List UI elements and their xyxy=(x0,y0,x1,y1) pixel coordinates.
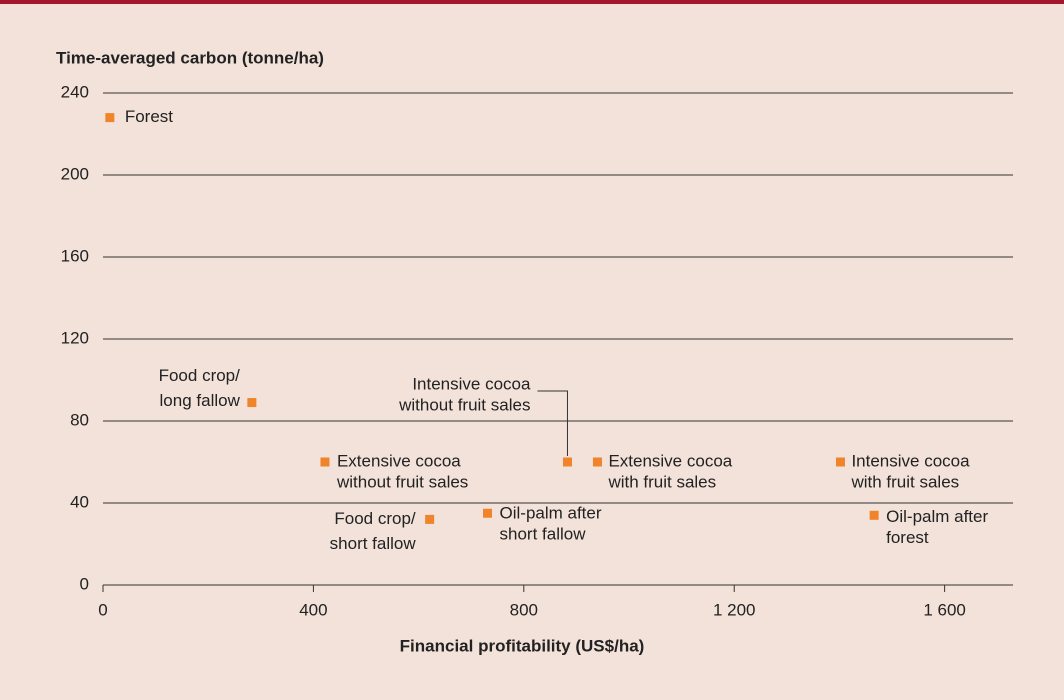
point-label: forest xyxy=(886,528,929,547)
point xyxy=(562,457,572,467)
point-label: Food crop/ xyxy=(334,509,416,528)
point-label: without fruit sales xyxy=(336,472,468,491)
y-tick-label: 80 xyxy=(70,410,89,429)
point-label: short fallow xyxy=(330,534,417,553)
point-label: with fruit sales xyxy=(607,472,716,491)
x-tick-label: 1 200 xyxy=(713,600,756,619)
point xyxy=(425,514,435,524)
point-label: short fallow xyxy=(500,525,587,544)
point xyxy=(835,457,845,467)
y-tick-label: 160 xyxy=(61,246,89,265)
point-label: with fruit sales xyxy=(850,472,959,491)
y-tick-label: 40 xyxy=(70,492,89,511)
y-tick-label: 240 xyxy=(61,82,89,101)
point-label: Extensive cocoa xyxy=(608,451,732,470)
point xyxy=(320,457,330,467)
point-label: Oil-palm after xyxy=(886,507,988,526)
point xyxy=(869,510,879,520)
point xyxy=(105,113,115,123)
x-tick-label: 1 600 xyxy=(923,600,966,619)
point-label: Intensive cocoa xyxy=(412,374,531,393)
point-label: Intensive cocoa xyxy=(851,451,970,470)
point-label: Extensive cocoa xyxy=(337,451,461,470)
x-tick-label: 0 xyxy=(98,600,107,619)
point xyxy=(247,398,257,408)
point xyxy=(483,508,493,518)
y-tick-label: 200 xyxy=(61,164,89,183)
y-tick-label: 0 xyxy=(80,574,89,593)
point-label: without fruit sales xyxy=(398,395,530,414)
y-tick-label: 120 xyxy=(61,328,89,347)
top-border xyxy=(0,0,1064,4)
point-label: Forest xyxy=(125,107,173,126)
x-tick-label: 400 xyxy=(299,600,327,619)
point-label: long fallow xyxy=(160,391,241,410)
x-tick-label: 800 xyxy=(510,600,538,619)
y-axis-title: Time-averaged carbon (tonne/ha) xyxy=(56,48,324,67)
leader-line xyxy=(537,390,568,456)
point xyxy=(592,457,602,467)
point-label: Oil-palm after xyxy=(500,504,602,523)
x-axis-title: Financial profitability (US$/ha) xyxy=(400,636,645,655)
point-label: Food crop/ xyxy=(159,366,241,385)
